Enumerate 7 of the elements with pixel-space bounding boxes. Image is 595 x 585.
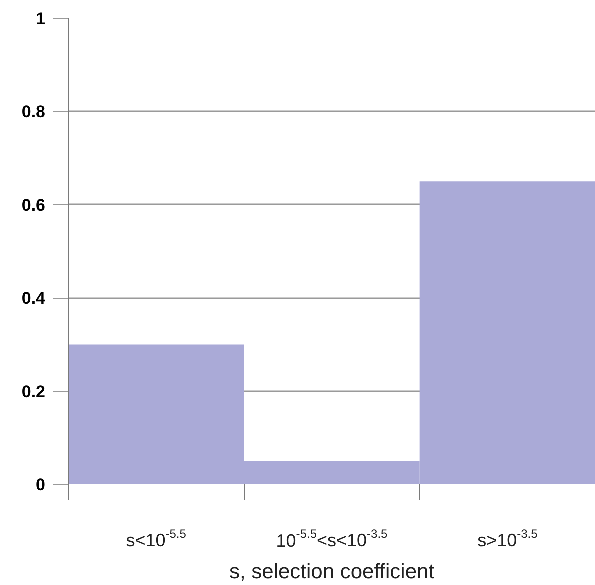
y-tick-label: 0.6 [22, 196, 46, 215]
y-tick-label: 1 [36, 10, 46, 28]
y-tick-label: 0.4 [22, 289, 46, 308]
y-tick-label: 0.2 [22, 382, 46, 402]
y-tick-label: 0 [36, 476, 46, 494]
x-axis-title: s, selection coefficient [229, 560, 435, 584]
y-tick-label: 0.8 [22, 102, 46, 122]
